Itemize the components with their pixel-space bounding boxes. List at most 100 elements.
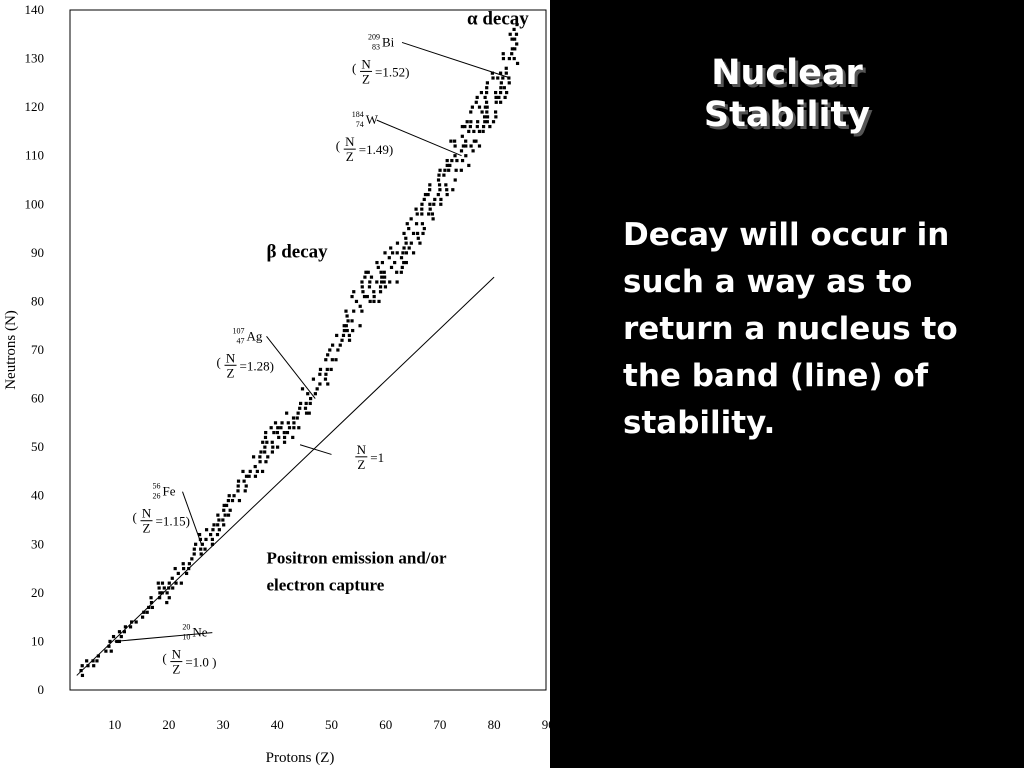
nuclide-point	[483, 95, 487, 100]
nuclide-point	[364, 270, 368, 274]
nuclide-point	[107, 644, 111, 648]
nuclide-point	[272, 430, 276, 435]
nuclide-point	[420, 202, 424, 206]
ratio-paren: (	[336, 138, 340, 153]
nuclide-point	[223, 513, 227, 517]
nuclide-point	[449, 139, 453, 143]
nuclide-point	[395, 280, 399, 284]
nuclide-point	[501, 76, 505, 80]
nuclide-point	[507, 81, 511, 85]
nuclide-point	[360, 280, 364, 284]
y-tick-label: 20	[31, 585, 44, 600]
nuclide-point	[276, 426, 280, 430]
nuclide-point	[79, 668, 83, 673]
nuclide-point	[358, 324, 362, 328]
leader-line	[114, 632, 213, 642]
nuclide-point	[300, 387, 305, 391]
nuclide-point	[309, 396, 313, 401]
nuclide-point	[258, 460, 262, 464]
nuclide-point	[491, 120, 496, 124]
y-tick-label: 140	[25, 2, 45, 17]
region-label: Positron emission and/or	[266, 549, 447, 568]
nuclide-point	[323, 377, 328, 381]
fraction-value: =1.28)	[240, 358, 274, 373]
nuclide-point	[427, 212, 431, 216]
nuclide-point	[480, 110, 484, 114]
nuclide-point	[182, 566, 186, 571]
nuclide-point	[464, 144, 468, 148]
nuclide-point	[378, 285, 383, 289]
nuclide-point	[204, 537, 208, 542]
nuclide-point	[380, 275, 384, 279]
nuclide-point	[387, 256, 391, 260]
fraction-value: =1.0 )	[185, 655, 216, 670]
nuclide-point	[404, 260, 408, 265]
nuclide-point	[271, 445, 275, 449]
nuclide-point	[491, 76, 495, 80]
nuclide-point	[365, 294, 369, 299]
nuclide-point	[469, 110, 473, 114]
fraction-denominator: Z	[227, 365, 235, 380]
nuclide-point	[291, 416, 296, 420]
nuclide-point	[336, 348, 340, 352]
nuclide-point	[461, 144, 465, 148]
nuclide-point	[444, 183, 448, 187]
element-symbol: Ne	[192, 625, 207, 640]
nuclide-point	[383, 275, 387, 279]
mass-number: 107	[233, 326, 245, 335]
nuclide-point	[279, 426, 283, 430]
nuclide-point	[467, 129, 471, 134]
nuclide-point	[485, 120, 489, 124]
nuclide-point	[165, 600, 169, 605]
nuclide-point	[515, 42, 519, 46]
nuclide-point	[130, 620, 134, 624]
nuclide-point	[119, 634, 123, 639]
nuclide-point	[469, 120, 473, 124]
nuclide-point	[344, 324, 348, 328]
nuclide-point	[453, 144, 457, 148]
nuclide-point	[453, 154, 457, 158]
nuclide-point	[358, 304, 362, 308]
nuclide-point	[222, 523, 226, 527]
nuclide-point	[477, 105, 482, 109]
nuclide-point	[134, 620, 138, 624]
nuclide-point	[383, 251, 387, 255]
nuclide-point	[380, 260, 385, 265]
nuclide-point	[184, 571, 189, 576]
nuclide-point	[194, 542, 198, 546]
nuclide-point	[513, 37, 517, 41]
nuclide-point	[360, 309, 364, 313]
nuclide-point	[352, 290, 356, 294]
nuclide-point	[211, 528, 215, 532]
text-panel: Nuclear Stability Decay will occur in su…	[550, 0, 1024, 768]
nuclide-point	[432, 202, 436, 206]
nuclide-point	[85, 659, 89, 663]
nuclide-point	[399, 270, 403, 274]
nuclide-point	[171, 586, 175, 590]
nuclide-point	[378, 290, 383, 294]
slide-body: Decay will occur in such a way as to ret…	[623, 217, 958, 441]
nuclide-point	[428, 183, 432, 187]
atomic-number: 10	[182, 633, 190, 642]
fraction-numerator: N	[361, 56, 371, 71]
nuclide-point	[226, 513, 231, 517]
nuclide-point	[347, 338, 352, 342]
nuclide-point	[515, 22, 519, 27]
nuclide-point	[485, 86, 489, 90]
nuclide-point	[248, 469, 252, 474]
nuclide-point	[338, 343, 342, 347]
nuclide-point	[147, 605, 151, 610]
nuclide-point	[265, 440, 269, 444]
nuclide-point	[227, 494, 231, 498]
nuclide-point	[402, 246, 406, 250]
nuclide-point	[217, 528, 221, 532]
nuclide-point	[407, 226, 411, 231]
nuclide-point	[91, 659, 95, 663]
nuclide-point	[476, 120, 480, 124]
nuclide-point	[493, 110, 498, 114]
nuclide-point	[304, 411, 309, 415]
nuclide-point	[354, 299, 359, 304]
fraction-numerator: N	[172, 647, 182, 662]
nuclide-point	[187, 566, 191, 571]
